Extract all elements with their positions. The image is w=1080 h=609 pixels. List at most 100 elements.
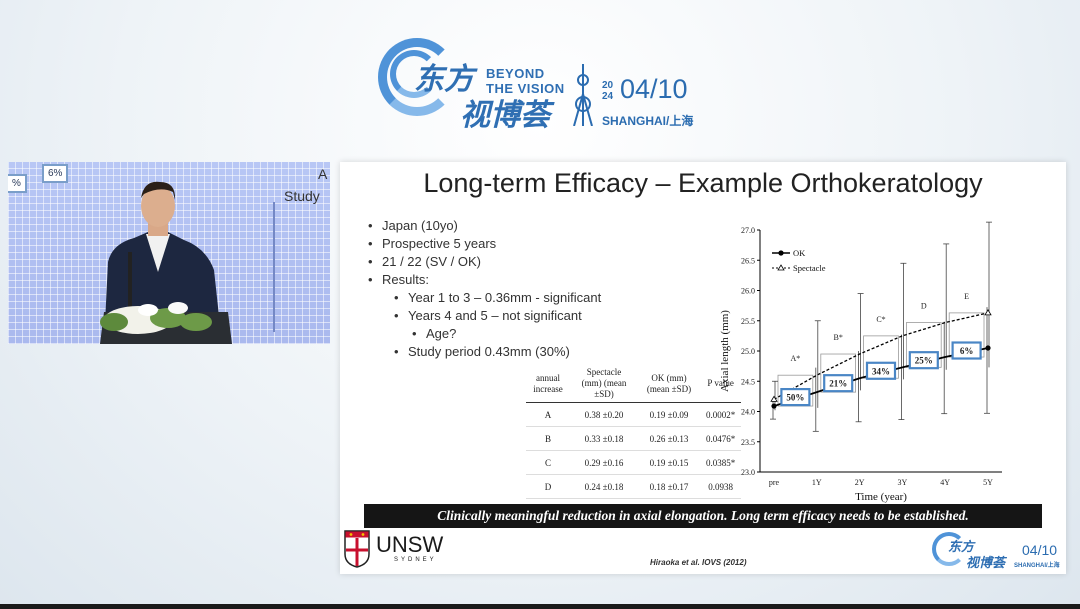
unsw-crest-icon [344,530,370,568]
logo-ring-inner-icon [390,50,438,98]
percent-label-box [780,387,811,407]
x-tick-label: 3Y [898,478,908,487]
table-cell: 0.0938 [700,474,742,499]
bullet-item: • Years 4 and 5 – not significant [394,308,582,323]
bullet-item: • Year 1 to 3 – 0.36mm - significant [394,290,602,305]
x-tick-label: 2Y [855,478,865,487]
table-row: C 0.29 ±0.16 0.19 ±0.15 0.0385* [526,450,742,475]
logo-ring-icon [378,38,456,116]
event-title-en-1: BEYOND [486,66,545,81]
mini-event-logo: 东方 视博荟 04/10 SHANGHAI/上海 [930,530,1066,571]
unsw-logo-subtext: SYDNEY [394,557,437,563]
y-tick-label: 24.5 [741,377,755,386]
percent-label: 6% [960,346,974,356]
pip-percent-partial: % [8,174,27,193]
results-table: annual increase Spectacle (mm) (mean ±SD… [526,365,742,523]
table-cell: 0.26 ±0.13 [638,426,700,451]
event-date: 04/10 [620,74,688,104]
table-cell: 0.18 ±0.17 [638,474,700,499]
percent-label: 50% [786,393,804,403]
table-cell: 0.0385* [700,450,742,475]
table-cell: 0.19 ±0.15 [638,450,700,475]
y-tick-label: 25.5 [741,317,755,326]
event-title-en-2: THE VISION [486,81,565,96]
y-tick-label: 23.0 [741,468,755,477]
mini-logo-ring-icon [932,532,966,566]
table-cell: A [526,402,570,427]
bullet-item: • Age? [412,326,457,341]
table-row: D 0.24 ±0.18 0.18 ±0.17 0.0938 [526,474,742,499]
y-axis-title: Axial length (mm) [719,310,731,392]
table-cell: B [526,426,570,451]
pip-text-study: Study [284,188,320,204]
table-cell: 0.24 ±0.18 [570,474,638,499]
y-tick-label: 26.0 [741,287,755,296]
y-tick-label: 27.0 [741,226,755,235]
bullet-item: • Study period 0.43mm (30%) [394,344,570,359]
table-cell: C [526,450,570,475]
table-cell: 0.33 ±0.18 [570,426,638,451]
x-tick-label: 4Y [940,478,950,487]
pip-text-a: A [318,166,328,182]
percent-label-box [908,351,939,370]
slide-conclusion-banner: Clinically meaningful reduction in axial… [364,504,1042,528]
x-axis-title: Time (year) [855,491,907,503]
data-point-spectacle [770,395,778,402]
series-line-spectacle [773,312,989,400]
table-cell: 0.29 ±0.16 [570,450,638,475]
table-cell: 0.0476* [700,426,742,451]
legend-label-ok: OK [793,248,806,258]
x-tick-label: pre [769,478,780,487]
slide-title: Long-term Efficacy – Example Orthokerato… [423,168,983,198]
presentation-slide: Long-term Efficacy – Example Orthokerato… [340,162,1066,574]
table-header: Spectacle (mm) (mean ±SD) [570,365,638,403]
table-cell: 0.38 ±0.20 [570,402,638,427]
event-banner: 东方 视博荟 BEYOND THE VISION 20 24 04/10 SHA… [370,36,710,136]
mini-city: SHANGHAI/上海 [1014,563,1060,569]
data-point-ok [771,403,777,409]
data-point-spectacle [984,309,992,316]
event-year-bottom: 24 [602,91,614,102]
table-header: annual increase [526,365,570,403]
bullet-item: • Results: [368,272,429,287]
mini-title-cn-2: 视博荟 [966,556,1006,571]
pip-percent-label: 6% [42,164,69,183]
event-title-cn-1: 东方 [414,62,474,97]
table-row: A 0.38 ±0.20 0.19 ±0.09 0.0002* [526,402,742,427]
event-year-top: 20 [602,80,614,91]
interval-label: A* [791,354,801,363]
x-tick-label: 5Y [983,478,993,487]
table-row: B 0.33 ±0.18 0.26 ±0.13 0.0476* [526,426,742,451]
unsw-logo-text: UNSW [376,532,444,557]
percent-label-box [865,361,897,380]
interval-label: B* [834,333,843,342]
table-header: P value [700,365,742,403]
event-title-cn-2: 视博荟 [460,98,550,133]
interval-label: D [921,302,927,311]
legend-label-spectacle: Spectacle [793,263,826,273]
y-tick-label: 26.5 [741,256,755,265]
citation: Hiraoka et al. IOVS (2012) [650,558,747,567]
speaker-figure [100,181,275,344]
y-tick-label: 23.5 [741,438,755,447]
interval-label: C* [876,315,885,324]
data-point-ok [985,345,991,351]
interval-label: E [964,292,969,301]
percent-label: 25% [915,356,933,366]
tower-icon [573,64,593,126]
bullet-item: • Prospective 5 years [368,236,497,251]
percent-label: 34% [872,366,890,376]
event-city: SHANGHAI/上海 [602,114,694,128]
table-cell: D [526,474,570,499]
y-tick-label: 24.0 [741,408,755,417]
percent-label-box [823,374,854,393]
table-header-row: annual increase Spectacle (mm) (mean ±SD… [526,365,742,403]
y-tick-label: 25.0 [741,347,755,356]
mini-title-cn-1: 东方 [948,540,975,555]
legend-marker-spectacle [777,264,785,271]
legend-marker-ok [778,250,784,256]
table-cell: 0.19 ±0.09 [638,402,700,427]
axial-length-chart: 23.0 23.5 24.0 24.5 25.0 25.5 26.0 26.5 27.0 pre 1… [719,221,1002,503]
x-tick-label: 1Y [812,478,822,487]
bullet-item: • Japan (10yo) [368,218,458,233]
